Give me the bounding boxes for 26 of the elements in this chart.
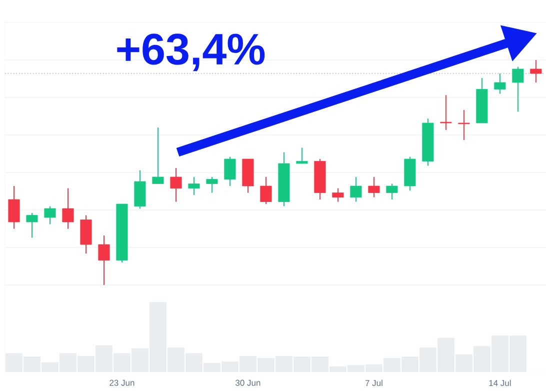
candlestick: [332, 188, 344, 202]
candlestick: [224, 156, 236, 186]
candlestick: [188, 176, 200, 196]
candlestick: [170, 168, 182, 202]
candlestick: [368, 176, 380, 198]
candlestick: [350, 176, 362, 202]
candlestick: [260, 176, 272, 204]
candlestick: [62, 188, 74, 230]
candlestick: [152, 126, 164, 184]
candlestick: [386, 183, 398, 200]
candlestick: [26, 212, 38, 238]
candlestick: [206, 176, 218, 194]
x-tick-label: 23 Jun: [110, 380, 134, 386]
candlestick: [98, 234, 110, 286]
candlestick: [458, 109, 470, 141]
candlestick: [512, 66, 524, 112]
x-tick-label: 30 Jun: [236, 380, 260, 386]
candlestick: [296, 147, 308, 164]
annotation: +63,4%: [117, 34, 265, 72]
candlestick: [44, 206, 56, 225]
candlestick: [494, 72, 506, 94]
x-tick-label: 14 Jul: [489, 380, 511, 386]
candlestick: [440, 94, 452, 130]
candlestick: [8, 186, 20, 230]
x-tick-label: 7 Jul: [365, 380, 382, 386]
candlestick: [530, 59, 542, 83]
